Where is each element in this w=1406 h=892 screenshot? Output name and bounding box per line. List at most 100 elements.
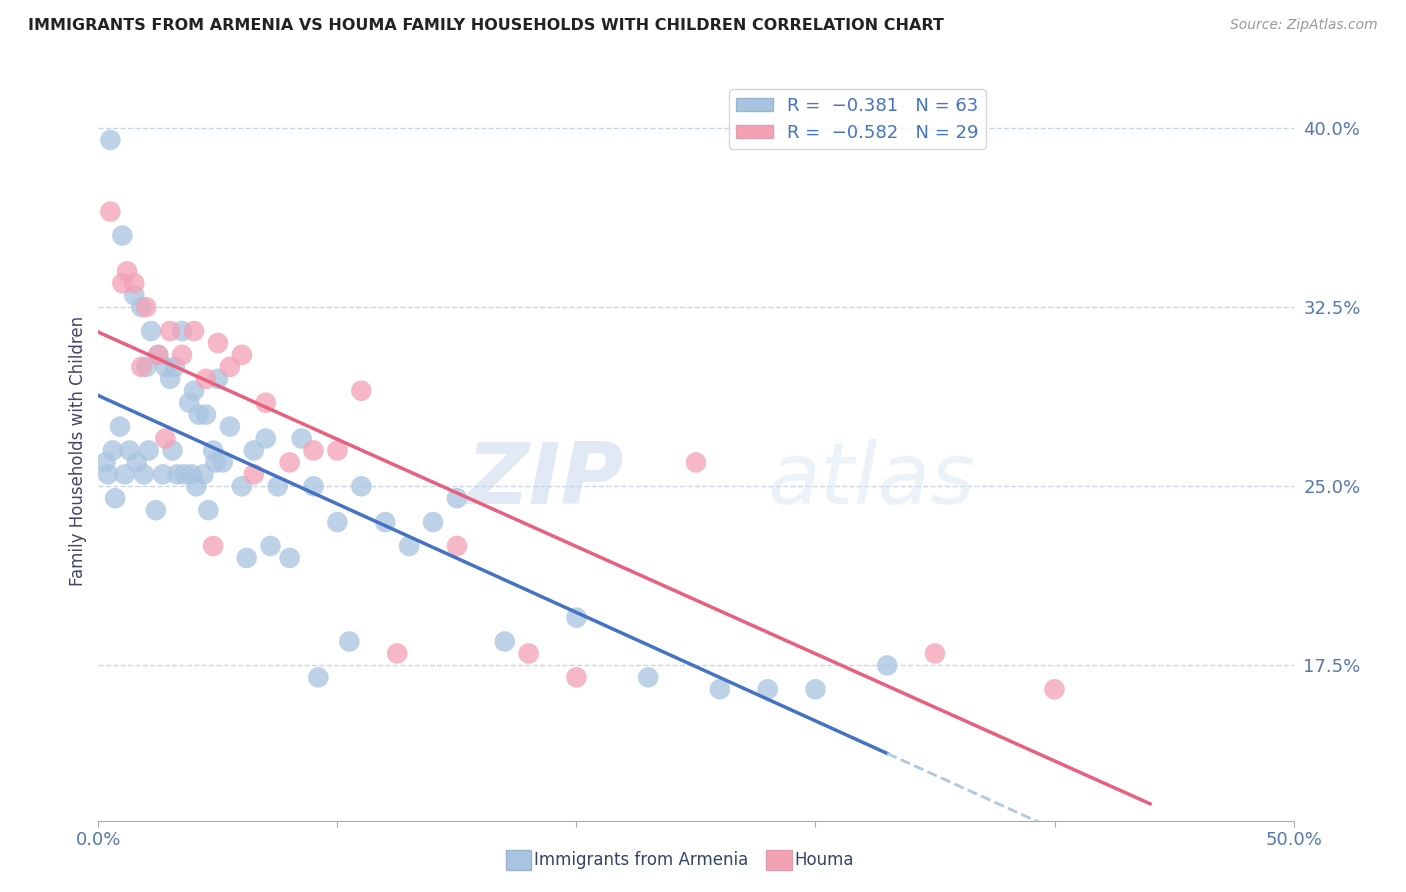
Point	[155, 432, 177, 446]
Point	[183, 324, 205, 338]
Point	[637, 670, 659, 684]
Point	[135, 359, 157, 374]
Point	[104, 491, 127, 506]
Point	[108, 419, 131, 434]
Point	[307, 670, 329, 684]
Y-axis label: Family Households with Children: Family Households with Children	[69, 316, 87, 585]
Point	[101, 443, 124, 458]
Point	[207, 336, 229, 351]
Text: Immigrants from Armenia: Immigrants from Armenia	[534, 851, 748, 869]
Point	[278, 550, 301, 565]
Text: Source: ZipAtlas.com: Source: ZipAtlas.com	[1230, 18, 1378, 32]
Point	[172, 348, 194, 362]
Point	[204, 455, 226, 469]
Point	[97, 467, 120, 482]
Point	[125, 455, 148, 469]
Point	[132, 467, 155, 482]
Point	[162, 443, 184, 458]
Point	[152, 467, 174, 482]
Point	[685, 455, 707, 469]
Point	[186, 479, 208, 493]
Point	[173, 467, 195, 482]
Text: ZIP: ZIP	[467, 439, 624, 522]
Point	[94, 455, 117, 469]
Legend: R =  −0.381   N = 63, R =  −0.582   N = 29: R = −0.381 N = 63, R = −0.582 N = 29	[730, 89, 986, 149]
Point	[131, 300, 153, 314]
Point	[197, 503, 219, 517]
Point	[1043, 682, 1066, 697]
Point	[924, 647, 946, 661]
Point	[231, 348, 253, 362]
Point	[302, 443, 325, 458]
Point	[756, 682, 779, 697]
Point	[350, 479, 373, 493]
Text: atlas: atlas	[768, 439, 976, 522]
Point	[159, 324, 181, 338]
Point	[98, 133, 122, 147]
Point	[267, 479, 290, 493]
Point	[148, 348, 170, 362]
Point	[155, 359, 177, 374]
Point	[254, 432, 277, 446]
Point	[159, 372, 181, 386]
Point	[207, 372, 229, 386]
Point	[219, 419, 242, 434]
Point	[565, 610, 588, 624]
Text: Houma: Houma	[794, 851, 853, 869]
Point	[138, 443, 160, 458]
Point	[193, 467, 215, 482]
Point	[202, 443, 225, 458]
Point	[219, 359, 242, 374]
Point	[374, 515, 396, 529]
Point	[115, 264, 138, 278]
Point	[350, 384, 373, 398]
Point	[148, 348, 170, 362]
Point	[422, 515, 444, 529]
Text: IMMIGRANTS FROM ARMENIA VS HOUMA FAMILY HOUSEHOLDS WITH CHILDREN CORRELATION CHA: IMMIGRANTS FROM ARMENIA VS HOUMA FAMILY …	[28, 18, 943, 33]
Point	[124, 288, 146, 302]
Point	[187, 408, 209, 422]
Point	[326, 515, 349, 529]
Point	[231, 479, 253, 493]
Point	[179, 395, 201, 409]
Point	[326, 443, 349, 458]
Point	[804, 682, 827, 697]
Point	[254, 395, 277, 409]
Point	[243, 467, 266, 482]
Point	[131, 359, 153, 374]
Point	[163, 359, 186, 374]
Point	[139, 324, 162, 338]
Point	[259, 539, 281, 553]
Point	[195, 408, 218, 422]
Point	[166, 467, 188, 482]
Point	[876, 658, 898, 673]
Point	[124, 277, 146, 291]
Point	[172, 324, 194, 338]
Point	[98, 204, 122, 219]
Point	[202, 539, 225, 553]
Point	[398, 539, 420, 553]
Point	[302, 479, 325, 493]
Point	[114, 467, 136, 482]
Point	[111, 228, 134, 243]
Point	[709, 682, 731, 697]
Point	[446, 539, 468, 553]
Point	[517, 647, 540, 661]
Point	[211, 455, 233, 469]
Point	[446, 491, 468, 506]
Point	[339, 634, 361, 648]
Point	[180, 467, 202, 482]
Point	[195, 372, 218, 386]
Point	[565, 670, 588, 684]
Point	[118, 443, 141, 458]
Point	[235, 550, 257, 565]
Point	[145, 503, 167, 517]
Point	[135, 300, 157, 314]
Point	[494, 634, 516, 648]
Point	[385, 647, 409, 661]
Point	[291, 432, 314, 446]
Point	[183, 384, 205, 398]
Point	[111, 277, 134, 291]
Point	[243, 443, 266, 458]
Point	[278, 455, 301, 469]
